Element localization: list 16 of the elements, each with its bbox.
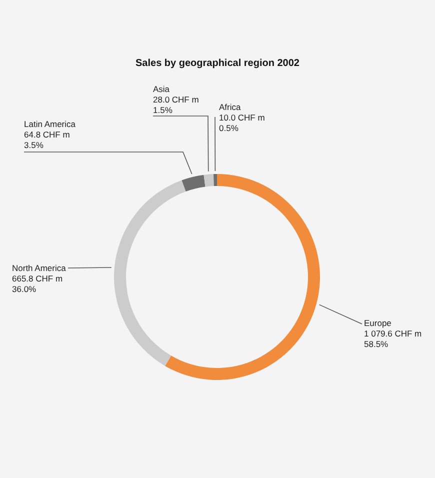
data-label: 665.8 CHF m 36.0% [12,274,63,294]
data-label: 1 079.6 CHF m 58.5% [364,328,422,349]
donut-slice [165,174,320,380]
donut-slice [214,174,217,186]
slice-label: Asia [153,84,170,94]
slice-label: Latin America [24,119,76,129]
donut-slice [204,174,214,187]
donut-slice [182,174,206,192]
data-label: 28.0 CHF m 1.5% [153,94,199,115]
slice-label: Africa [219,102,241,112]
data-label: 64.8 CHF m 3.5% [24,130,70,150]
chart-title: Sales by geographical region 2002 [136,58,300,69]
slice-label: North America [12,263,66,273]
data-label: 10.0 CHF m 0.5% [219,112,265,133]
donut-slice [114,180,186,366]
slice-label: Europe [364,318,392,328]
